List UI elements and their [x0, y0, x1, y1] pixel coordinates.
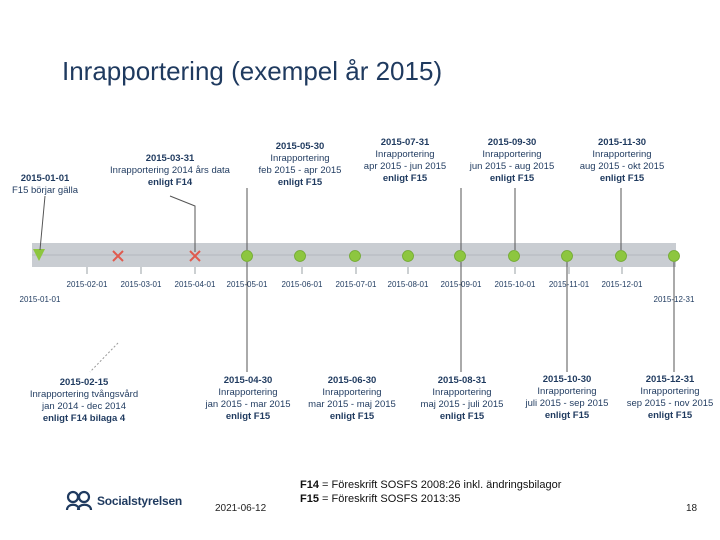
tick-label: 2015-11-01: [549, 280, 590, 289]
label-below-apr30-line: 2015-04-30: [224, 375, 273, 386]
footnote-f15-text: = Föreskrift SOSFS 2013:35: [318, 493, 461, 505]
slide-title: Inrapportering (exempel år 2015): [62, 56, 443, 86]
label-above-nov30-line: aug 2015 - okt 2015: [580, 161, 665, 172]
tick-label: 2015-10-01: [495, 280, 536, 289]
start-date-label: 2015-01-01: [20, 295, 61, 304]
green-dot-marker: [508, 250, 520, 262]
label-above-nov30-line: 2015-11-30: [598, 137, 646, 148]
label-below-apr30-line: enligt F15: [226, 411, 271, 422]
logo-mark-icon: [65, 490, 93, 511]
label-above-may30-line: 2015-05-30: [276, 141, 325, 152]
connector-line: [39, 195, 46, 251]
green-dot-marker: [668, 250, 680, 262]
label-above-mar31-line: 2015-03-31: [146, 153, 195, 164]
label-above-may30: 2015-05-30 Inrapportering feb 2015 - apr 2…: [259, 141, 342, 188]
label-above-mar31-line: enligt F14: [148, 177, 193, 188]
footnotes: F14 = Föreskrift SOSFS 2008:26 inkl. änd…: [300, 478, 561, 506]
green-dot-marker: [402, 250, 414, 262]
label-above-sep30: 2015-09-30 Inrapportering jun 2015 - aug 2…: [469, 137, 555, 184]
tick-label: 2015-07-01: [336, 280, 377, 289]
green-dot-marker: [454, 250, 466, 262]
label-above-jul31-line: Inrapportering: [375, 149, 434, 160]
footnote-f15-label: F15: [300, 493, 319, 505]
label-above-sep30-line: 2015-09-30: [488, 137, 537, 148]
label-below-feb15-line: jan 2014 - dec 2014: [41, 401, 126, 412]
label-above-jul31-line: apr 2015 - jun 2015: [364, 161, 446, 172]
label-below-dec31-line: sep 2015 - nov 2015: [627, 398, 714, 409]
label-below-aug31-line: enligt F15: [440, 411, 485, 422]
tick-label: 2015-06-01: [282, 280, 323, 289]
label-above-start-line: F15 börjar gälla: [12, 185, 79, 196]
tick-label: 2015-08-01: [388, 280, 429, 289]
tick-label: 2015-03-01: [121, 280, 162, 289]
label-above-nov30-line: Inrapportering: [592, 149, 651, 160]
green-dot-marker: [561, 250, 573, 262]
label-below-apr30-line: jan 2015 - mar 2015: [204, 399, 290, 410]
label-above-mar31: 2015-03-31 Inrapportering 2014 års data en…: [110, 153, 231, 188]
label-below-oct30-line: juli 2015 - sep 2015: [525, 398, 609, 409]
label-below-aug31-line: Inrapportering: [432, 387, 491, 398]
label-below-aug31-line: 2015-08-31: [438, 375, 487, 386]
tick-label: 2015-02-01: [67, 280, 108, 289]
label-above-start-line: 2015-01-01: [21, 173, 70, 184]
x-marker-icon: [112, 250, 124, 262]
label-below-dec31-line: Inrapportering: [640, 386, 699, 397]
socialstyrelsen-logo: Socialstyrelsen: [64, 488, 182, 514]
label-below-jun30-line: Inrapportering: [322, 387, 381, 398]
logo-text: Socialstyrelsen: [97, 494, 183, 508]
green-dot-marker: [349, 250, 361, 262]
label-below-aug31: 2015-08-31 Inrapportering maj 2015 - juli …: [421, 375, 504, 422]
footnote-f15: F15 = Föreskrift SOSFS 2013:35: [300, 492, 561, 506]
footer-date: 2021-06-12: [215, 503, 267, 514]
tick-label: 2015-04-01: [175, 280, 216, 289]
green-dot-marker: [615, 250, 627, 262]
label-below-aug31-line: maj 2015 - juli 2015: [421, 399, 504, 410]
label-below-jun30: 2015-06-30 Inrapportering mar 2015 - maj 2…: [308, 375, 396, 422]
label-above-jul31: 2015-07-31 Inrapportering apr 2015 - jun 2…: [364, 137, 446, 184]
green-dot-marker: [241, 250, 253, 262]
label-above-nov30-line: enligt F15: [600, 173, 645, 184]
label-above-mar31-line: Inrapportering 2014 års data: [110, 165, 231, 176]
x-marker-icon: [189, 250, 201, 262]
label-above-sep30-line: jun 2015 - aug 2015: [469, 161, 555, 172]
connector-line: [169, 195, 196, 252]
tick-label: 2015-12-01: [602, 280, 643, 289]
start-triangle-marker: [33, 249, 45, 261]
label-above-sep30-line: enligt F15: [490, 173, 535, 184]
label-below-apr30: 2015-04-30 Inrapportering jan 2015 - mar 2…: [204, 375, 290, 422]
label-below-oct30-line: Inrapportering: [537, 386, 596, 397]
label-above-may30-line: feb 2015 - apr 2015: [259, 165, 342, 176]
label-below-jun30-line: enligt F15: [330, 411, 375, 422]
label-below-oct30-line: 2015-10-30: [543, 374, 592, 385]
label-below-feb15-line: Inrapportering tvångsvård: [30, 389, 138, 400]
footnote-f14-label: F14: [300, 479, 319, 491]
label-above-nov30: 2015-11-30 Inrapportering aug 2015 - okt 2…: [580, 137, 665, 184]
label-above-start: 2015-01-01 F15 börjar gälla: [12, 173, 79, 196]
page-number: 18: [686, 503, 698, 514]
label-below-oct30-line: enligt F15: [545, 410, 590, 421]
timeline-diagram: 2015-02-01 2015-03-01 2015-04-01 2015-05-01…: [12, 137, 714, 424]
label-below-apr30-line: Inrapportering: [218, 387, 277, 398]
label-above-may30-line: Inrapportering: [270, 153, 329, 164]
footnote-f14-text: = Föreskrift SOSFS 2008:26 inkl. ändring…: [318, 479, 562, 491]
label-above-jul31-line: enligt F15: [383, 173, 428, 184]
label-below-jun30-line: mar 2015 - maj 2015: [308, 399, 396, 410]
label-below-feb15: 2015-02-15 Inrapportering tvångsvård jan 2…: [30, 377, 138, 424]
label-below-feb15-line: enligt F14 bilaga 4: [43, 413, 126, 424]
label-above-may30-line: enligt F15: [278, 177, 323, 188]
label-below-oct30: 2015-10-30 Inrapportering juli 2015 - sep …: [525, 374, 609, 421]
label-below-jun30-line: 2015-06-30: [328, 375, 377, 386]
label-below-dec31-line: 2015-12-31: [646, 374, 695, 385]
label-below-feb15-line: 2015-02-15: [60, 377, 109, 388]
footnote-f14: F14 = Föreskrift SOSFS 2008:26 inkl. änd…: [300, 478, 561, 492]
label-above-jul31-line: 2015-07-31: [381, 137, 430, 148]
connector-line: [89, 342, 119, 373]
label-below-dec31: 2015-12-31 Inrapportering sep 2015 - nov 2…: [627, 374, 714, 421]
label-below-dec31-line: enligt F15: [648, 410, 693, 421]
green-dot-marker: [294, 250, 306, 262]
label-above-sep30-line: Inrapportering: [482, 149, 541, 160]
